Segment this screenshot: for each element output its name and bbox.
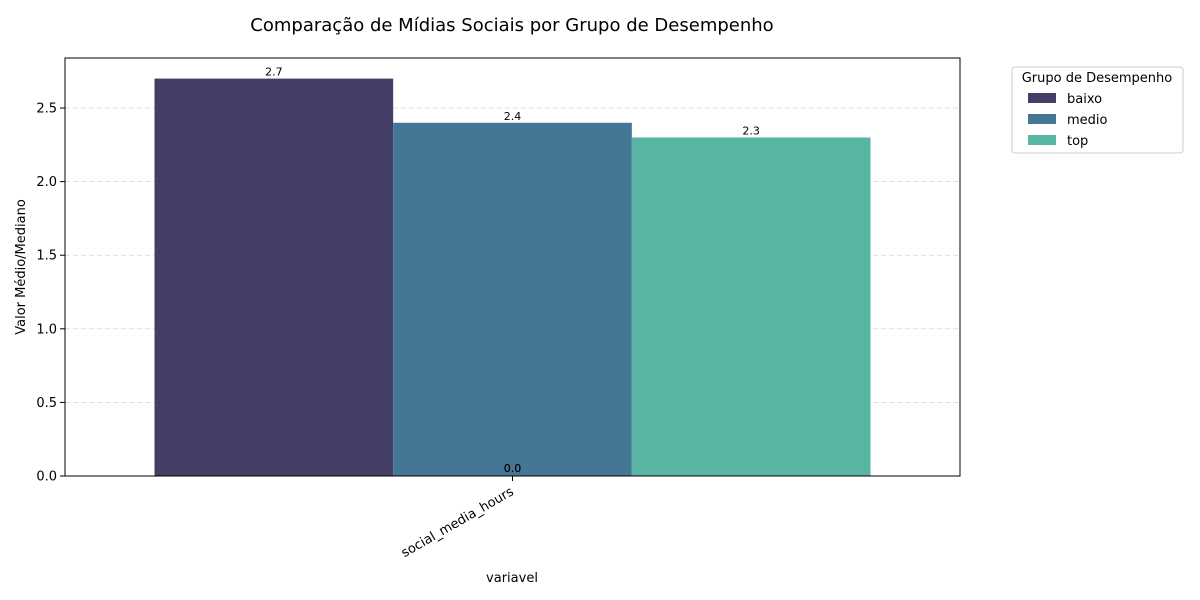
legend-swatch-medio (1028, 114, 1056, 124)
legend-title: Grupo de Desempenho (1022, 71, 1173, 86)
legend-label-baixo: baixo (1067, 92, 1102, 107)
y-tick-label: 2.5 (36, 102, 57, 117)
y-axis-label: Valor Médio/Mediano (14, 199, 29, 335)
x-axis: social_media_hours (399, 476, 517, 561)
bars (154, 78, 871, 477)
data-label-top: 2.3 (742, 124, 760, 137)
legend-label-top: top (1067, 134, 1088, 149)
bar-baixo (154, 78, 394, 476)
bar-top (631, 137, 871, 476)
y-tick-label: 0.5 (36, 396, 57, 411)
bar-medio (393, 122, 632, 477)
data-labels: 2.72.42.30.00.0 (265, 66, 760, 475)
y-axis: 0.0 0.5 1.0 1.5 2.0 2.5 (36, 102, 65, 485)
x-axis-label: variavel (486, 571, 538, 586)
data-label-zero: 0.0 (504, 462, 522, 475)
y-tick-label: 1.5 (36, 249, 57, 264)
legend-swatch-baixo (1028, 93, 1056, 103)
y-tick-label: 0.0 (36, 470, 57, 485)
legend-label-medio: medio (1067, 113, 1108, 128)
chart-title: Comparação de Mídias Sociais por Grupo d… (250, 15, 773, 36)
x-tick-label: social_media_hours (399, 484, 517, 561)
y-tick-label: 1.0 (36, 322, 57, 337)
data-label-baixo: 2.7 (265, 66, 283, 79)
y-tick-label: 2.0 (36, 175, 57, 190)
legend-frame (1011, 66, 1184, 154)
data-label-zero: 0.0 (504, 462, 522, 475)
legend-items: baixo medio top (1028, 92, 1108, 149)
legend: Grupo de Desempenho baixo medio top (1011, 66, 1184, 154)
legend-swatch-top (1028, 135, 1056, 145)
data-label-medio: 2.4 (504, 110, 522, 123)
